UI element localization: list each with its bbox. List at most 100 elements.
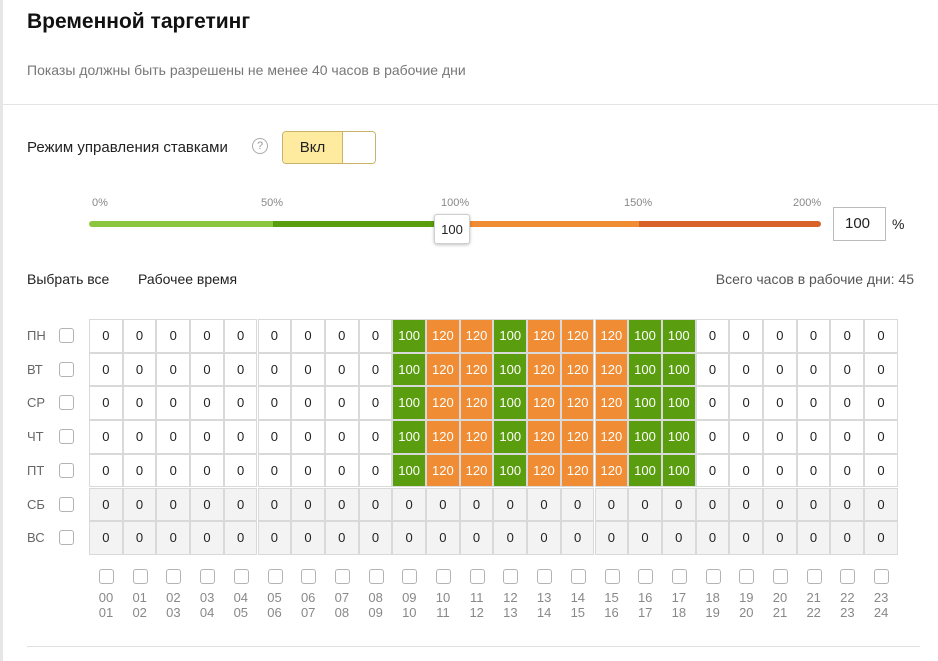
schedule-cell[interactable]: 0 xyxy=(190,453,224,488)
bid-mode-toggle[interactable]: Вкл xyxy=(282,131,376,164)
schedule-cell[interactable]: 0 xyxy=(594,487,629,522)
schedule-cell[interactable]: 0 xyxy=(122,386,157,421)
schedule-cell[interactable]: 0 xyxy=(695,420,730,454)
schedule-cell[interactable]: 120 xyxy=(594,453,629,488)
schedule-cell[interactable]: 120 xyxy=(527,352,561,387)
day-checkbox[interactable] xyxy=(59,361,74,377)
slider-track-mid[interactable] xyxy=(273,221,454,227)
hour-checkbox[interactable] xyxy=(806,569,822,584)
schedule-cell[interactable]: 0 xyxy=(89,352,123,387)
schedule-cell[interactable]: 0 xyxy=(257,420,292,454)
schedule-cell[interactable]: 0 xyxy=(830,521,865,555)
schedule-cell[interactable]: 0 xyxy=(864,453,898,488)
schedule-cell[interactable]: 0 xyxy=(763,487,797,522)
hour-checkbox[interactable] xyxy=(638,569,654,584)
schedule-cell[interactable]: 0 xyxy=(122,352,157,387)
schedule-cell[interactable]: 0 xyxy=(324,487,359,522)
schedule-cell[interactable]: 0 xyxy=(358,386,393,421)
hour-checkbox[interactable] xyxy=(301,569,317,584)
schedule-cell[interactable]: 0 xyxy=(426,521,460,555)
schedule-cell[interactable]: 0 xyxy=(223,386,258,421)
hour-checkbox[interactable] xyxy=(773,569,788,584)
schedule-cell[interactable]: 120 xyxy=(426,319,460,353)
schedule-cell[interactable]: 0 xyxy=(830,453,865,488)
slider-handle[interactable]: 100 xyxy=(434,214,470,244)
schedule-cell[interactable]: 0 xyxy=(122,487,157,522)
schedule-cell[interactable]: 0 xyxy=(156,487,191,522)
schedule-cell[interactable]: 0 xyxy=(594,521,629,555)
hour-checkbox[interactable] xyxy=(570,569,586,584)
schedule-cell[interactable]: 120 xyxy=(426,352,460,387)
slider-track-high[interactable] xyxy=(454,221,639,227)
schedule-cell[interactable]: 120 xyxy=(560,453,595,488)
hour-checkbox[interactable] xyxy=(840,569,856,584)
schedule-cell[interactable]: 0 xyxy=(89,521,123,555)
schedule-cell[interactable]: 0 xyxy=(156,386,191,421)
schedule-cell[interactable]: 120 xyxy=(527,386,561,421)
schedule-cell[interactable]: 0 xyxy=(695,521,730,555)
schedule-cell[interactable]: 0 xyxy=(796,487,831,522)
hour-checkbox[interactable] xyxy=(874,569,890,584)
schedule-cell[interactable]: 0 xyxy=(122,521,157,555)
schedule-cell[interactable]: 100 xyxy=(628,420,662,454)
schedule-cell[interactable]: 0 xyxy=(830,352,865,387)
schedule-cell[interactable]: 120 xyxy=(426,453,460,488)
schedule-cell[interactable]: 100 xyxy=(493,319,528,353)
schedule-cell[interactable]: 0 xyxy=(122,453,157,488)
schedule-cell[interactable]: 0 xyxy=(426,487,460,522)
schedule-cell[interactable]: 0 xyxy=(257,521,292,555)
schedule-cell[interactable]: 0 xyxy=(864,386,898,421)
schedule-cell[interactable]: 0 xyxy=(560,521,595,555)
schedule-cell[interactable]: 0 xyxy=(830,487,865,522)
schedule-cell[interactable]: 0 xyxy=(695,352,730,387)
schedule-cell[interactable]: 0 xyxy=(695,319,730,353)
schedule-cell[interactable]: 100 xyxy=(628,352,662,387)
schedule-cell[interactable]: 0 xyxy=(796,319,831,353)
schedule-cell[interactable]: 0 xyxy=(392,487,426,522)
schedule-cell[interactable]: 0 xyxy=(729,352,763,387)
hour-checkbox[interactable] xyxy=(334,569,350,584)
schedule-cell[interactable]: 0 xyxy=(392,521,426,555)
schedule-cell[interactable]: 120 xyxy=(426,386,460,421)
schedule-cell[interactable]: 0 xyxy=(864,352,898,387)
day-checkbox[interactable] xyxy=(59,530,74,546)
schedule-cell[interactable]: 0 xyxy=(695,453,730,488)
hour-checkbox[interactable] xyxy=(469,569,485,584)
schedule-cell[interactable]: 0 xyxy=(796,453,831,488)
schedule-cell[interactable]: 0 xyxy=(89,453,123,488)
schedule-cell[interactable]: 0 xyxy=(864,521,898,555)
day-checkbox[interactable] xyxy=(59,395,74,411)
schedule-cell[interactable]: 120 xyxy=(459,352,494,387)
schedule-cell[interactable]: 0 xyxy=(628,487,662,522)
schedule-cell[interactable]: 0 xyxy=(358,487,393,522)
schedule-cell[interactable]: 0 xyxy=(89,487,123,522)
schedule-cell[interactable]: 100 xyxy=(392,386,426,421)
schedule-cell[interactable]: 0 xyxy=(190,386,224,421)
schedule-cell[interactable]: 0 xyxy=(358,521,393,555)
hour-checkbox[interactable] xyxy=(200,569,216,584)
schedule-cell[interactable]: 0 xyxy=(257,453,292,488)
schedule-cell[interactable]: 0 xyxy=(156,420,191,454)
day-checkbox[interactable] xyxy=(59,462,74,478)
schedule-cell[interactable]: 0 xyxy=(324,352,359,387)
schedule-cell[interactable]: 0 xyxy=(89,420,123,454)
schedule-cell[interactable]: 0 xyxy=(763,319,797,353)
schedule-cell[interactable]: 0 xyxy=(291,386,325,421)
schedule-cell[interactable]: 0 xyxy=(493,521,528,555)
hour-checkbox[interactable] xyxy=(503,569,519,584)
schedule-cell[interactable]: 0 xyxy=(257,386,292,421)
schedule-cell[interactable]: 0 xyxy=(527,521,561,555)
schedule-cell[interactable]: 0 xyxy=(324,420,359,454)
schedule-cell[interactable]: 120 xyxy=(459,319,494,353)
schedule-cell[interactable]: 0 xyxy=(291,487,325,522)
schedule-cell[interactable]: 0 xyxy=(156,319,191,353)
schedule-cell[interactable]: 0 xyxy=(358,319,393,353)
schedule-cell[interactable]: 0 xyxy=(358,453,393,488)
schedule-cell[interactable]: 0 xyxy=(223,352,258,387)
schedule-cell[interactable]: 0 xyxy=(763,420,797,454)
schedule-cell[interactable]: 0 xyxy=(291,453,325,488)
schedule-cell[interactable]: 0 xyxy=(223,453,258,488)
schedule-cell[interactable]: 0 xyxy=(493,487,528,522)
schedule-cell[interactable]: 0 xyxy=(257,487,292,522)
schedule-cell[interactable]: 120 xyxy=(594,386,629,421)
